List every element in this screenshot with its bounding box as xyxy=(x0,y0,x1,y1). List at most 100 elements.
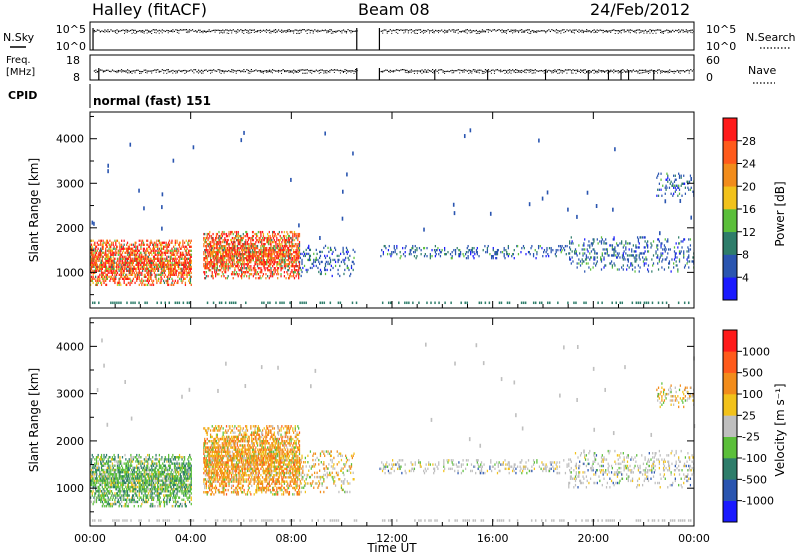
echo-cell xyxy=(633,250,635,253)
freq-point xyxy=(688,70,690,72)
nsearch-point xyxy=(155,32,157,34)
echo-cell xyxy=(267,232,269,236)
nave-point xyxy=(669,71,671,73)
echo-cell xyxy=(206,256,208,260)
echo-cell xyxy=(177,279,179,283)
echo-cell xyxy=(179,267,181,270)
echo-cell xyxy=(265,254,267,258)
echo-cell xyxy=(173,283,175,287)
echo-cell xyxy=(221,248,223,252)
echo-cell xyxy=(265,277,267,280)
echo-cell xyxy=(132,301,134,305)
echo-cell xyxy=(146,265,148,268)
nsky-point xyxy=(134,29,136,31)
echo-cell xyxy=(143,206,145,211)
nave-point xyxy=(534,72,536,74)
echo-cell xyxy=(288,275,291,278)
echo-cell xyxy=(205,275,208,278)
echo-cell xyxy=(143,275,145,279)
echo-cell xyxy=(293,256,296,260)
nsearch-point xyxy=(685,31,687,33)
echo-cell xyxy=(152,261,154,264)
echo-cell xyxy=(638,254,640,257)
nsky-point xyxy=(395,29,397,31)
echo-cell xyxy=(292,271,294,274)
echo-cell xyxy=(288,242,291,246)
echo-cell xyxy=(106,239,109,242)
echo-cell xyxy=(253,254,255,258)
nsky-point xyxy=(531,29,533,32)
echo-cell xyxy=(220,254,222,258)
echo-cell xyxy=(282,261,284,264)
nsky-point xyxy=(191,29,194,31)
echo-cell xyxy=(292,238,294,242)
echo-cell xyxy=(288,240,291,244)
echo-cell xyxy=(136,255,138,258)
nsearch-point xyxy=(104,31,106,33)
echo-cell xyxy=(241,236,243,240)
echo-cell xyxy=(259,275,261,278)
echo-cell xyxy=(267,236,269,240)
echo-cell xyxy=(267,240,270,244)
echo-cell xyxy=(241,269,243,272)
nave-point xyxy=(640,72,642,74)
nsearch-point xyxy=(634,31,636,33)
echo-cell xyxy=(298,254,300,258)
echo-cell xyxy=(153,265,155,268)
echo-cell xyxy=(657,248,659,251)
freq-point xyxy=(493,70,496,72)
freq-point xyxy=(158,70,160,72)
echo-cell xyxy=(211,273,213,276)
echo-cell xyxy=(246,254,248,258)
echo-cell xyxy=(274,269,276,272)
echo-cell xyxy=(146,239,148,242)
freq-point xyxy=(607,69,609,71)
freq-point xyxy=(279,70,281,72)
freq-point xyxy=(663,70,665,72)
echo-cell xyxy=(167,281,169,285)
echo-cell xyxy=(134,243,136,246)
echo-cell xyxy=(206,259,208,262)
nsearch-point xyxy=(176,31,178,33)
echo-cell xyxy=(267,254,270,258)
nsearch-point xyxy=(256,31,258,33)
echo-cell xyxy=(398,301,400,305)
echo-cell xyxy=(105,253,108,256)
nsky-point xyxy=(646,30,648,33)
nsky-point xyxy=(666,29,668,31)
echo-cell xyxy=(233,238,235,242)
echo-cell xyxy=(189,261,192,264)
echo-cell xyxy=(136,261,138,264)
freq-point xyxy=(436,70,438,72)
echo-cell xyxy=(232,246,234,250)
echo-cell xyxy=(284,261,286,264)
freq-point xyxy=(635,70,638,72)
freq-point xyxy=(288,70,290,72)
echo-cell xyxy=(171,283,173,287)
echo-cell xyxy=(126,261,128,264)
echo-cell xyxy=(160,263,162,266)
echo-cell xyxy=(91,247,93,250)
nsearch-point xyxy=(108,31,110,33)
freq-point xyxy=(487,69,490,71)
echo-cell xyxy=(678,188,681,191)
echo-cell xyxy=(206,263,208,266)
echo-cell xyxy=(269,250,271,254)
nave-point xyxy=(320,72,322,74)
echo-cell xyxy=(225,250,227,254)
echo-cell xyxy=(258,238,260,242)
echo-cell xyxy=(206,236,208,240)
echo-cell xyxy=(690,177,693,182)
nave-point xyxy=(122,71,124,73)
freq-point xyxy=(629,70,632,72)
echo-cell xyxy=(593,238,595,241)
echo-cell xyxy=(263,238,265,242)
nsky-point xyxy=(161,29,163,31)
echo-cell xyxy=(131,251,133,254)
freq-point xyxy=(101,69,103,71)
nave-point xyxy=(593,72,595,74)
echo-cell xyxy=(264,252,266,256)
echo-cell xyxy=(600,240,603,243)
nave-point xyxy=(158,71,160,73)
echo-cell xyxy=(105,253,107,256)
